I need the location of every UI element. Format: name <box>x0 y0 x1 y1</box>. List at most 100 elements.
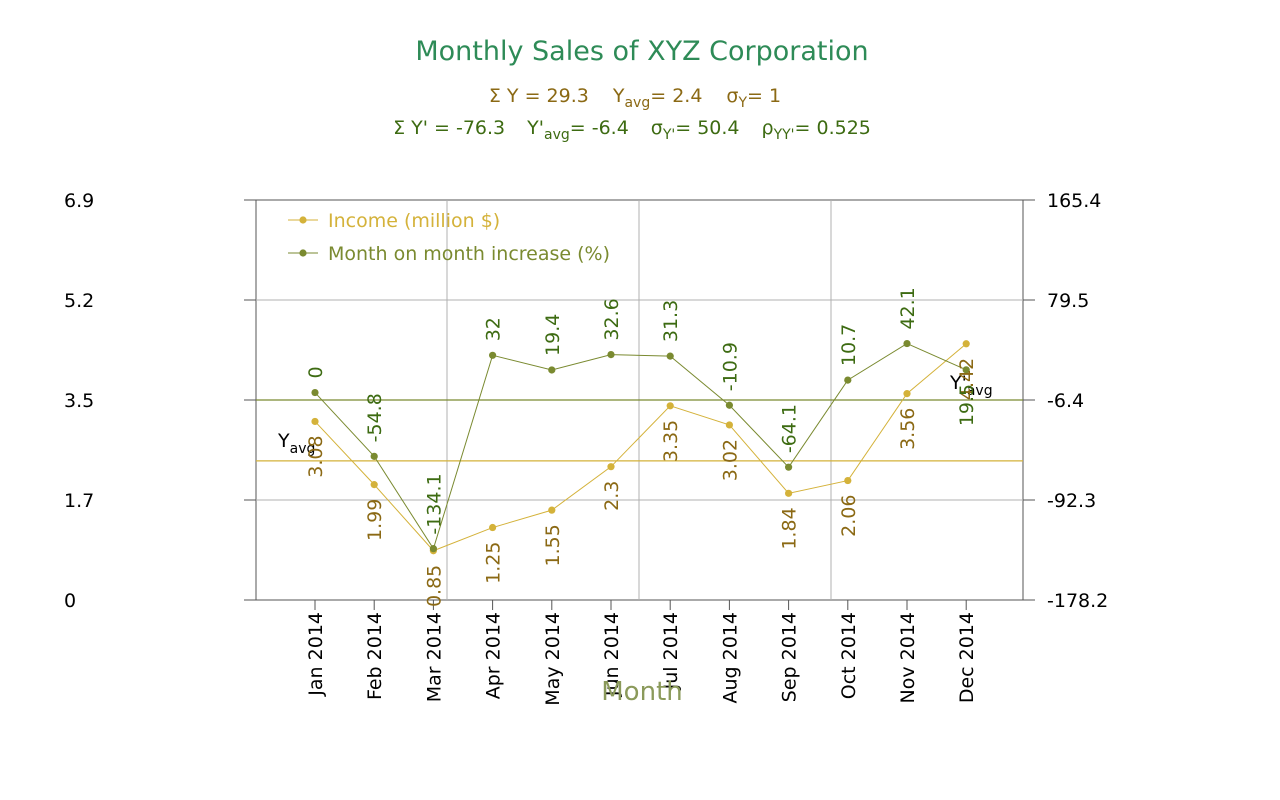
legend-income-marker <box>299 216 307 224</box>
income-sigma-sub: Y <box>737 95 747 111</box>
increase-point <box>370 452 378 460</box>
income-data-label: 2.06 <box>838 495 860 537</box>
x-axis-tick-label: Aug 2014 <box>719 612 741 704</box>
increase-data-label: 32 <box>483 317 505 341</box>
increase-average-label-sub: avg <box>967 383 993 399</box>
income-data-label: 2.3 <box>601 481 623 511</box>
increase-sigma-symbol: σ <box>651 117 663 139</box>
plot-area: 6.9 5.2 3.5 1.7 0 165.4 79.5 -6.4 -92.3 -178.2 Jan… <box>64 190 1108 707</box>
right-axis-tick-label: -178.2 <box>1047 590 1108 612</box>
income-data-label: 1.25 <box>483 542 505 584</box>
increase-point <box>429 545 437 553</box>
increase-sigma-value: = 50.4 <box>675 117 739 139</box>
income-point <box>548 506 556 514</box>
increase-point <box>311 388 319 397</box>
increase-data-label: -54.8 <box>364 393 386 442</box>
income-avg-sub: avg <box>624 95 650 111</box>
increase-avg-sub: avg <box>544 127 570 143</box>
increase-point <box>785 463 793 471</box>
income-point <box>607 463 615 471</box>
left-axis-tick-label: 3.5 <box>64 390 94 412</box>
legend-income-label: Income (million $) <box>328 210 500 232</box>
income-stats: Σ Y = 29.3 Yavg= 2.4 σY= 1 <box>489 85 781 111</box>
increase-point <box>666 352 674 360</box>
increase-point <box>548 366 556 374</box>
increase-point <box>489 351 497 359</box>
income-point <box>962 340 970 348</box>
increase-data-label: 0 <box>305 366 327 378</box>
right-axis-tick-label: 165.4 <box>1047 190 1101 212</box>
left-axis-tick-label: 0 <box>64 590 76 612</box>
income-data-label: 1.55 <box>542 524 564 566</box>
income-average-label: Yavg <box>277 430 315 457</box>
income-line <box>314 343 967 552</box>
income-point <box>903 390 911 398</box>
income-avg-symbol: Y <box>612 85 625 107</box>
x-axis-tick-label: Dec 2014 <box>956 612 978 703</box>
x-axis-tick-label: Mar 2014 <box>423 612 445 702</box>
increase-sigma-sub: Y' <box>662 127 675 143</box>
left-axis-tick-label: 1.7 <box>64 490 94 512</box>
income-data-label: 3.02 <box>719 439 741 481</box>
income-point <box>311 417 319 426</box>
chart-title: Monthly Sales of XYZ Corporation <box>415 36 868 67</box>
increase-data-label: 42.1 <box>897 287 919 329</box>
x-axis-tick-label: Feb 2014 <box>364 612 386 700</box>
x-axis-label: Month <box>601 677 683 707</box>
income-point <box>785 489 793 497</box>
left-axis-tick-label: 6.9 <box>64 190 94 212</box>
increase-data-label: 32.6 <box>601 298 623 340</box>
x-axis-tick-label: Oct 2014 <box>838 612 860 699</box>
income-data-label: 3.08 <box>305 435 327 477</box>
income-data-label: 1.99 <box>364 499 386 541</box>
increase-data-label: 19.5 <box>956 384 978 426</box>
right-axis-tick-label: -6.4 <box>1047 390 1084 412</box>
income-data-label: 1.84 <box>779 507 801 549</box>
income-data-label: 3.35 <box>660 420 682 462</box>
increase-point <box>725 401 734 409</box>
x-axis-tick-label: Sep 2014 <box>779 612 801 702</box>
increase-point <box>962 366 970 374</box>
income-average-label-base: Y <box>277 430 290 452</box>
x-axis-tick-label: Nov 2014 <box>897 612 919 703</box>
increase-point <box>903 339 911 348</box>
legend-increase-marker <box>299 249 307 257</box>
income-sum: Σ Y = 29.3 <box>489 85 589 107</box>
income-average-label-sub: avg <box>290 441 316 457</box>
correlation-value: = 0.525 <box>795 117 871 139</box>
legend-increase-label: Month on month increase (%) <box>328 243 610 265</box>
increase-avg-value: = -6.4 <box>570 117 629 139</box>
x-axis-tick-label: Apr 2014 <box>483 612 505 699</box>
increase-data-label: -134.1 <box>423 473 445 534</box>
increase-data-label: -10.9 <box>719 342 741 391</box>
correlation-sub: YY' <box>773 127 795 143</box>
increase-avg-symbol: Y' <box>526 117 544 139</box>
x-axis-tick-label: Jan 2014 <box>305 612 327 697</box>
income-data-label: 3.56 <box>897 408 919 450</box>
income-point <box>666 402 674 410</box>
income-sigma-value: = 1 <box>747 85 781 107</box>
increase-point <box>844 376 852 384</box>
increase-sum: Σ Y' = -76.3 <box>393 117 505 139</box>
increase-point <box>607 350 615 359</box>
income-point <box>489 523 497 532</box>
income-point <box>725 421 734 429</box>
x-axis-tick-label: May 2014 <box>542 612 564 706</box>
increase-data-label: 10.7 <box>838 324 860 366</box>
increase-line <box>314 342 967 550</box>
income-point <box>370 481 378 489</box>
income-point <box>844 476 852 485</box>
x-axis-tick-label: Jul 2014 <box>660 612 682 690</box>
increase-average-label-base: Y' <box>949 372 967 394</box>
increase-data-label: 31.3 <box>660 300 682 342</box>
right-axis-tick-label: -92.3 <box>1047 490 1096 512</box>
income-data-label: 4.42 <box>956 358 978 400</box>
left-axis-tick-label: 5.2 <box>64 290 94 312</box>
increase-data-label: -64.1 <box>779 404 801 453</box>
increase-data-label: 19.4 <box>542 314 564 356</box>
increase-stats: Σ Y' = -76.3 Y'avg= -6.4 σY'= 50.4 ρYY'= 0.… <box>393 117 871 143</box>
correlation-symbol: ρ <box>762 117 774 139</box>
income-avg-value: = 2.4 <box>650 85 702 107</box>
x-axis-tick-label: Jun 2014 <box>601 612 623 697</box>
